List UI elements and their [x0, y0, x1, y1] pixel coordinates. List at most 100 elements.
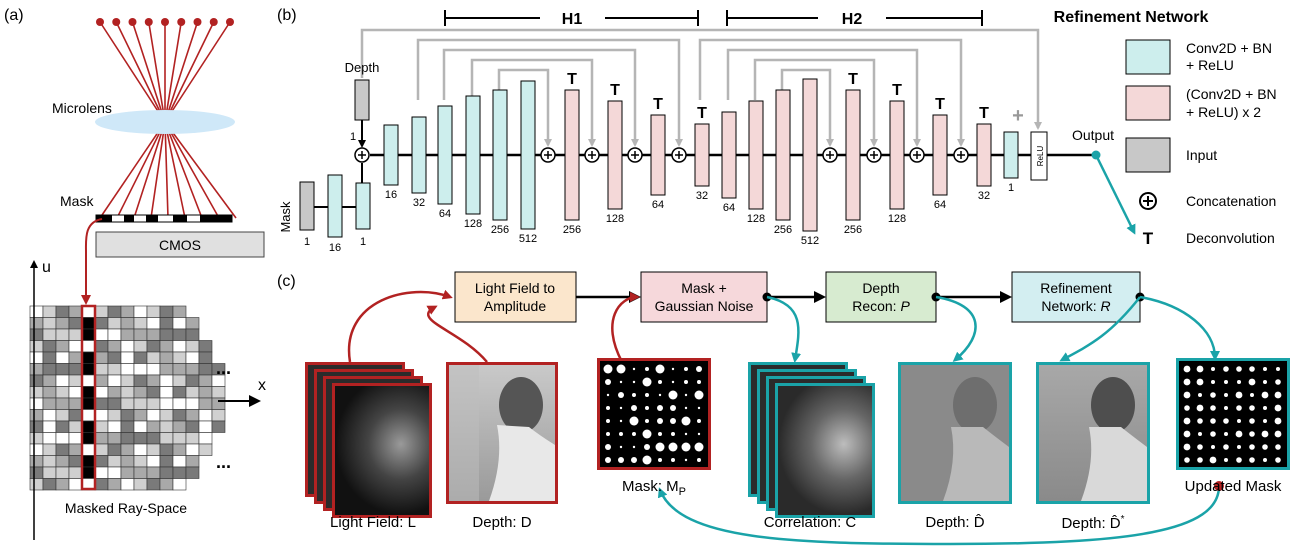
mask-dot	[1249, 418, 1255, 424]
ray-cell	[81, 443, 96, 456]
ray-bottom	[116, 121, 166, 219]
ray-cell	[81, 455, 96, 468]
mask-dot	[603, 364, 613, 374]
refinement-network-box[interactable]	[1011, 271, 1141, 323]
ray-cell	[55, 420, 70, 433]
layer-block	[748, 100, 764, 210]
ray-cell	[94, 466, 109, 479]
ray-cell	[107, 351, 122, 364]
mask-dot	[642, 377, 652, 387]
ray-source-dot	[193, 18, 202, 26]
mask-dot	[1224, 393, 1228, 397]
mask-dot	[1196, 404, 1204, 412]
caption-correlation: Correlation: C	[763, 514, 857, 531]
ray-cell	[81, 351, 96, 364]
mask-dot	[1197, 444, 1203, 450]
ray-cell	[120, 351, 135, 364]
ray-cell	[185, 455, 200, 468]
ray-cell	[29, 305, 44, 318]
layer-channels: 256	[844, 224, 862, 236]
mask-dot	[632, 380, 636, 384]
box4-line1: Refinement	[1040, 280, 1112, 296]
lightfield-to-amplitude-box[interactable]	[454, 271, 577, 323]
layer-block	[564, 89, 580, 221]
concat-nodes	[354, 147, 969, 163]
mask-dot	[1274, 404, 1282, 412]
ray-cell	[55, 351, 70, 364]
mask-bar-opaque	[124, 215, 134, 222]
mask-dot	[632, 367, 636, 371]
ray-cell	[172, 317, 187, 330]
mask-dot	[1274, 430, 1282, 438]
ray-cell	[55, 374, 70, 387]
layer-block	[802, 78, 818, 232]
ellipsis-bottom: ...	[216, 452, 231, 472]
ray-cell	[159, 478, 174, 491]
mask-dot	[631, 405, 637, 411]
layer-channels: 16	[385, 189, 397, 201]
ray-cell	[198, 409, 213, 422]
depth-input-label: Depth	[345, 60, 380, 75]
ray-cell	[68, 420, 83, 433]
deconv-marker: T	[892, 82, 902, 99]
mask-dot	[1275, 457, 1281, 463]
feedback-start-dot	[1214, 481, 1224, 491]
ray-cell	[42, 340, 57, 353]
layer-block	[932, 114, 948, 196]
ray-cell	[68, 363, 83, 376]
h2-bracket	[726, 10, 983, 26]
ray-cell	[185, 409, 200, 422]
ray-cell	[107, 305, 122, 318]
depth-recon-box[interactable]	[825, 271, 937, 323]
mask-dot	[629, 416, 639, 426]
ray-bottom	[150, 121, 166, 219]
ray-cell	[120, 317, 135, 330]
ray-cell	[120, 374, 135, 387]
ray-cell	[120, 340, 135, 353]
panel-b-label: (b)	[277, 7, 297, 24]
ray-cell	[94, 397, 109, 410]
mask-dot	[1236, 366, 1242, 372]
feedback-loop-arrow	[657, 485, 1221, 546]
ray-cell	[133, 328, 148, 341]
lightfield-to-box1-arrow	[347, 289, 453, 363]
ray-cell	[198, 386, 213, 399]
ray-cell	[42, 466, 57, 479]
layer-channels: 256	[563, 224, 581, 236]
ray-cell	[159, 397, 174, 410]
layer-channels: 1	[1008, 182, 1014, 194]
mask-dot	[618, 457, 624, 463]
ray-cell	[42, 432, 57, 445]
ray-cell	[172, 374, 187, 387]
box2-line2: Gaussian Noise	[655, 298, 754, 314]
ray-cell	[29, 317, 44, 330]
cmos-sensor	[95, 231, 265, 258]
ray-cell	[81, 363, 96, 376]
mask-dot	[1198, 432, 1202, 436]
panel-c-label: (c)	[277, 273, 296, 290]
ray-cell	[107, 374, 122, 387]
mask-dot	[1261, 391, 1269, 399]
ray-cell	[133, 443, 148, 456]
skip-path	[780, 68, 834, 147]
ray-cell	[68, 340, 83, 353]
mask-dot	[658, 458, 662, 462]
box1-line1: Light Field to	[475, 280, 555, 296]
ray-top	[164, 21, 199, 123]
mask-dot	[1224, 406, 1228, 410]
mask-dot	[1263, 380, 1267, 384]
ray-cell	[146, 363, 161, 376]
selected-column-highlight	[80, 304, 97, 491]
ray-cell	[29, 328, 44, 341]
mask-dot	[1210, 392, 1216, 398]
mask-dot	[645, 406, 649, 410]
ray-cell	[29, 478, 44, 491]
ray-cell	[29, 432, 44, 445]
mask-input-block	[299, 181, 315, 231]
panel-a-label: (a)	[4, 7, 24, 24]
mask-bar-opaque	[96, 215, 112, 222]
layer-block	[889, 100, 905, 210]
legend-conv2-line1: (Conv2D + BN	[1186, 86, 1277, 102]
depth-input-block	[354, 79, 370, 121]
ray-cell	[94, 420, 109, 433]
